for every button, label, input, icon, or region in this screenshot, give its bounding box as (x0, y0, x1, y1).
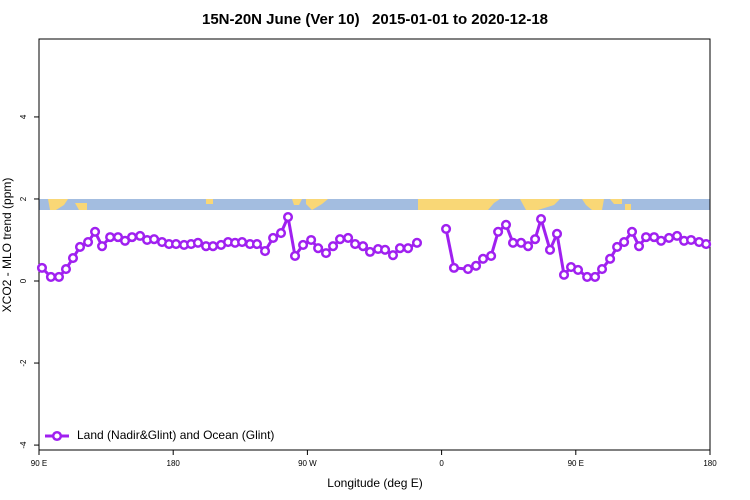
data-point (701, 239, 712, 250)
land (582, 199, 631, 210)
data-point (364, 246, 376, 257)
data-point (53, 271, 65, 282)
data-point (462, 264, 474, 275)
data-point (170, 239, 182, 250)
data-point (327, 241, 339, 252)
data-point (343, 232, 354, 243)
data-point (298, 239, 309, 250)
data-point (320, 248, 332, 259)
data-point (275, 227, 287, 239)
legend-marker (51, 430, 63, 442)
data-point (640, 232, 652, 243)
ocean-band (39, 199, 710, 210)
y-tick-label: 4 (19, 114, 28, 119)
data-point (357, 241, 369, 252)
data-point (135, 230, 146, 241)
data-point (36, 262, 48, 273)
data-point (551, 228, 563, 239)
data-point (686, 234, 697, 246)
data-point (558, 269, 570, 280)
data-point (97, 241, 108, 252)
y-tick-label: -4 (19, 441, 28, 449)
data-point (572, 264, 584, 275)
data-point (306, 234, 317, 246)
data-point (596, 264, 608, 275)
map-strip (39, 199, 710, 210)
data-point (478, 253, 489, 264)
data-point (403, 243, 414, 254)
data-point (656, 235, 667, 246)
data-point (67, 252, 79, 264)
data-point (105, 232, 116, 243)
data-point (45, 271, 56, 282)
data-point (350, 239, 361, 250)
data-point (507, 237, 519, 248)
data-point (237, 236, 248, 248)
data-point (83, 236, 94, 248)
data-point (605, 253, 616, 264)
y-tick-label: 0 (19, 278, 28, 283)
land (418, 199, 500, 210)
land (48, 199, 87, 210)
data-point (289, 250, 301, 262)
legend-label: Land (Nadir&Glint) and Ocean (Glint) (77, 428, 274, 442)
data-point (335, 234, 346, 245)
data-point (493, 226, 504, 237)
data-point (530, 234, 541, 245)
data-point (260, 246, 271, 257)
data-point (126, 232, 138, 243)
data-point (448, 262, 460, 273)
land (520, 199, 560, 210)
data-point (192, 237, 204, 248)
data-point (612, 241, 623, 253)
data-point (589, 271, 601, 282)
data-point (60, 264, 72, 275)
plot-frame (38, 38, 711, 451)
data-point (207, 241, 219, 252)
data-point (282, 211, 294, 223)
data-point (544, 244, 556, 255)
x-tick-label: 90 E (568, 459, 584, 468)
x-axis-label: Longitude (deg E) (327, 476, 422, 490)
data-point (486, 250, 497, 262)
y-axis-label: XCO2 - MLO trend (ppm) (0, 178, 14, 313)
data-point (663, 232, 675, 243)
data-point (251, 239, 263, 250)
data-point (149, 234, 160, 245)
data-point (394, 243, 406, 254)
data-point (313, 243, 324, 254)
x-tick-label: 0 (439, 459, 444, 468)
data-point (90, 226, 101, 237)
data-point (626, 226, 638, 237)
chart-title: 15N-20N June (Ver 10) 2015-01-01 to 2020… (202, 11, 548, 28)
x-tick-label: 180 (703, 459, 717, 468)
data-point (671, 230, 683, 241)
land (206, 199, 213, 204)
data-point (441, 223, 452, 234)
land (292, 199, 328, 210)
data-point (582, 271, 593, 282)
data-point (74, 241, 86, 253)
data-point (523, 241, 534, 252)
y-tick-label: -2 (19, 359, 28, 367)
data-point (619, 236, 630, 248)
data-point (268, 232, 279, 243)
x-tick-label: 90 W (298, 459, 317, 468)
data-point (536, 214, 547, 225)
data-point (633, 241, 645, 252)
data-point (387, 250, 399, 261)
data-point (380, 244, 391, 255)
data-point (500, 219, 512, 230)
x-tick-label: 90 E (31, 459, 47, 468)
x-tick-label: 180 (167, 459, 181, 468)
data-point (470, 260, 482, 271)
data-point (411, 237, 423, 248)
y-tick-label: 2 (19, 196, 28, 201)
